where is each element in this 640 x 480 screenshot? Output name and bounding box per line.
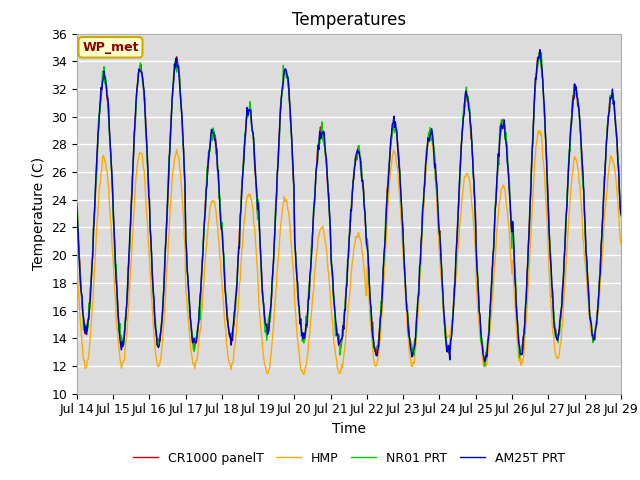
HMP — [83, 363, 90, 369]
NR01 PRT — [139, 80, 147, 86]
Line: AM25T PRT: AM25T PRT — [77, 50, 621, 361]
CR1000 panelT — [73, 201, 81, 207]
Y-axis label: Temperature (C): Temperature (C) — [31, 157, 45, 270]
AM25T PRT — [431, 165, 438, 171]
Line: CR1000 panelT: CR1000 panelT — [77, 55, 621, 361]
AM25T PRT — [83, 332, 90, 337]
Legend: CR1000 panelT, HMP, NR01 PRT, AM25T PRT: CR1000 panelT, HMP, NR01 PRT, AM25T PRT — [128, 447, 570, 469]
NR01 PRT — [223, 305, 230, 311]
NR01 PRT — [83, 328, 90, 334]
Text: WP_met: WP_met — [82, 41, 139, 54]
NR01 PRT — [431, 152, 438, 157]
Line: HMP: HMP — [77, 131, 621, 374]
Line: NR01 PRT: NR01 PRT — [77, 53, 621, 366]
HMP — [431, 176, 439, 181]
HMP — [536, 128, 544, 133]
AM25T PRT — [481, 359, 488, 364]
NR01 PRT — [415, 288, 422, 294]
HMP — [73, 252, 81, 258]
AM25T PRT — [536, 47, 544, 53]
CR1000 panelT — [537, 52, 545, 58]
HMP — [300, 372, 308, 377]
HMP — [139, 156, 147, 161]
NR01 PRT — [481, 363, 488, 369]
NR01 PRT — [73, 203, 81, 208]
HMP — [416, 279, 424, 285]
NR01 PRT — [617, 213, 625, 219]
AM25T PRT — [194, 324, 202, 330]
HMP — [223, 342, 230, 348]
NR01 PRT — [194, 326, 202, 332]
CR1000 panelT — [139, 74, 147, 80]
CR1000 panelT — [194, 327, 202, 333]
AM25T PRT — [73, 204, 81, 210]
X-axis label: Time: Time — [332, 422, 366, 436]
CR1000 panelT — [223, 301, 230, 307]
AM25T PRT — [617, 211, 625, 217]
CR1000 panelT — [431, 156, 438, 162]
CR1000 panelT — [481, 359, 489, 364]
HMP — [194, 350, 202, 356]
AM25T PRT — [223, 308, 230, 314]
CR1000 panelT — [415, 285, 422, 290]
AM25T PRT — [415, 291, 422, 297]
AM25T PRT — [139, 75, 147, 81]
NR01 PRT — [535, 50, 543, 56]
CR1000 panelT — [83, 327, 90, 333]
HMP — [617, 241, 625, 247]
Title: Temperatures: Temperatures — [292, 11, 406, 29]
CR1000 panelT — [617, 212, 625, 217]
